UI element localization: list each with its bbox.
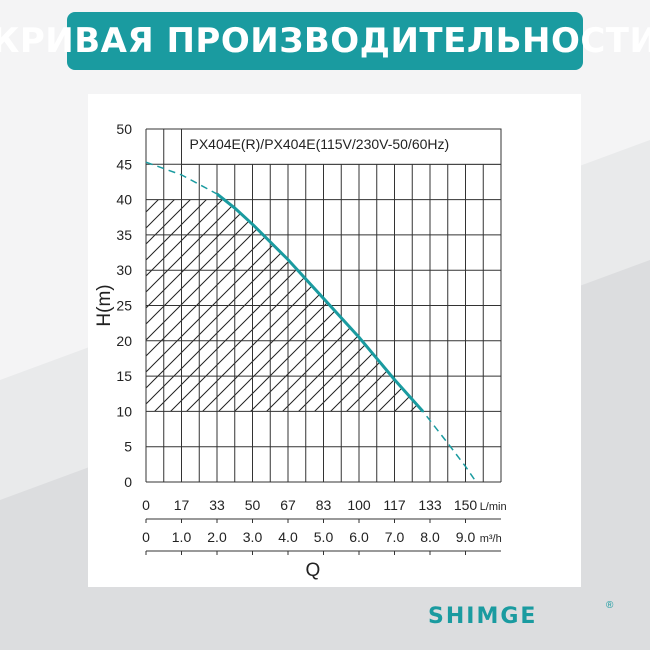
x-tick-label-lmin: 17 <box>174 497 190 513</box>
x-tick-label-m3h: 2.0 <box>207 529 227 545</box>
x-tick-label-lmin: 100 <box>347 497 371 513</box>
performance-chart-card: PX404E(R)/PX404E(115V/230V-50/60Hz) 0 5 10 1… <box>88 94 581 587</box>
brand-name: SHIMGE <box>428 604 538 629</box>
x-tick-label-m3h: 1.0 <box>172 529 192 545</box>
registered-mark: ® <box>606 600 614 611</box>
y-tick-label: 10 <box>116 403 132 419</box>
performance-chart: PX404E(R)/PX404E(115V/230V-50/60Hz) 0 5 10 1… <box>94 121 507 581</box>
x-tick-label-lmin: 33 <box>209 497 225 513</box>
x-tick-label-lmin: 0 <box>142 497 150 513</box>
y-tick-label: 15 <box>116 368 132 384</box>
x-tick-label-m3h: 3.0 <box>243 529 263 545</box>
x-tick-label-lmin: 83 <box>316 497 332 513</box>
x-tick-label-m3h: 8.0 <box>420 529 440 545</box>
x-unit-lmin: L/min <box>480 501 507 513</box>
x-tick-label-m3h: 0 <box>142 529 150 545</box>
y-tick-label: 20 <box>116 333 132 349</box>
page-title: КРИВАЯ ПРОИЗВОДИТЕЛЬНОСТИ <box>0 12 650 70</box>
x-tick-label-m3h: 6.0 <box>349 529 369 545</box>
x-tick-label-m3h: 5.0 <box>314 529 334 545</box>
performance-curve-dashed <box>145 161 477 483</box>
y-axis-label: H(m) <box>94 284 115 326</box>
y-tick-label: 50 <box>116 121 132 137</box>
y-tick-label: 5 <box>124 439 132 455</box>
x-tick-label-lmin: 67 <box>280 497 296 513</box>
x-axis-label: Q <box>305 560 320 581</box>
x-tick-label-lmin: 50 <box>245 497 261 513</box>
chart-title: PX404E(R)/PX404E(115V/230V-50/60Hz) <box>190 136 450 152</box>
x-tick-label-lmin: 117 <box>383 497 406 513</box>
y-tick-label: 40 <box>116 192 132 208</box>
performance-curve-solid <box>216 192 425 413</box>
y-tick-label: 25 <box>116 298 132 314</box>
brand-logo: SHIMGE <box>428 604 537 629</box>
x-tick-label-m3h: 9.0 <box>456 529 476 545</box>
y-tick-label: 35 <box>116 227 132 243</box>
y-tick-label: 45 <box>116 156 132 172</box>
x-tick-label-m3h: 4.0 <box>278 529 298 545</box>
chart-grid <box>145 128 502 483</box>
model-label-box <box>181 128 502 165</box>
y-tick-label: 30 <box>116 262 132 278</box>
page-title-text: КРИВАЯ ПРОИЗВОДИТЕЛЬНОСТИ <box>0 21 650 61</box>
x-tick-label-lmin: 150 <box>454 497 478 513</box>
y-tick-label: 0 <box>124 474 132 490</box>
x-tick-label-lmin: 133 <box>418 497 442 513</box>
x-tick-label-m3h: 7.0 <box>385 529 405 545</box>
x-unit-m3h: m³/h <box>480 533 502 545</box>
